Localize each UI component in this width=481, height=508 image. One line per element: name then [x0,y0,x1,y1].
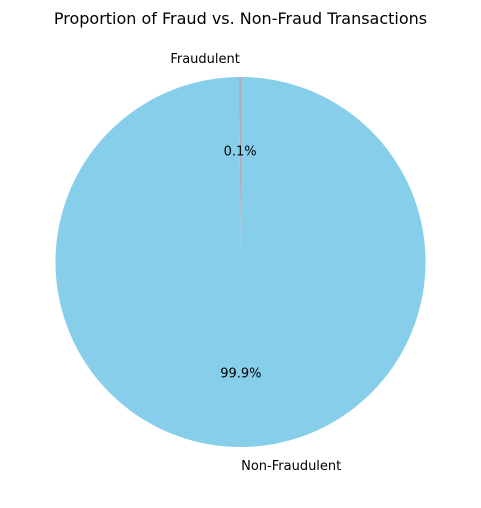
pie-slices [55,77,426,447]
pie-pct-label: 0.1% [224,145,257,160]
pie-slice-non-fraudulent [55,77,426,447]
pie-slice-fraudulent [239,77,241,262]
pie-labels: 0.1% Fraudulent 99.9% Non-Fraudulent [170,52,341,474]
pie-category-label: Non-Fraudulent [241,459,341,474]
pie-pct-label: 99.9% [220,366,261,381]
pie-category-label: Fraudulent [170,52,240,67]
chart-title: Proportion of Fraud vs. Non-Fraud Transa… [54,9,427,28]
